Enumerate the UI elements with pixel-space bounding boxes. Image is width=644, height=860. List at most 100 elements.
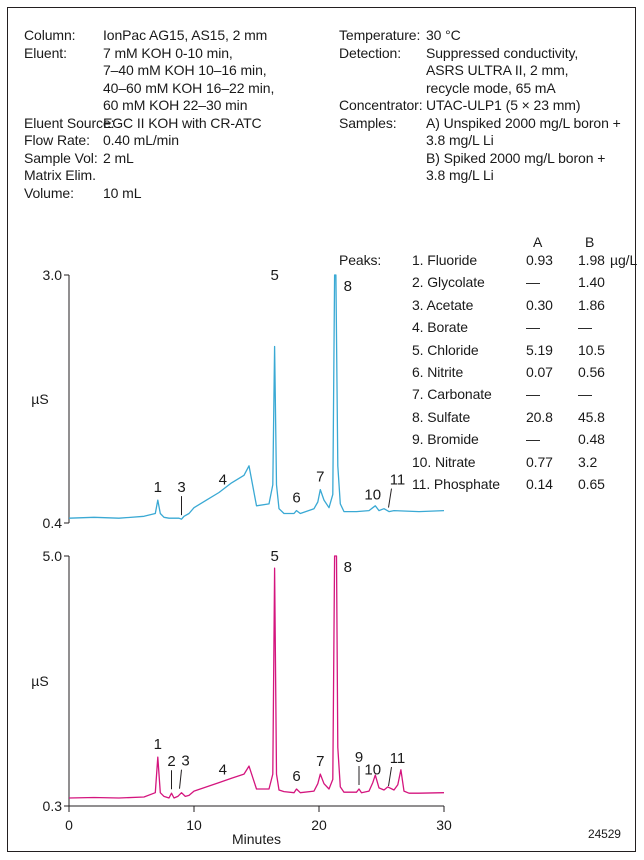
peak-row-name-10: 10. Nitrate bbox=[412, 453, 476, 470]
panel-b-y-axis-label: µS bbox=[31, 673, 48, 689]
peak-row-name-5: 5. Chloride bbox=[412, 341, 479, 358]
panel-b-x-axis-label: Minutes bbox=[232, 831, 281, 847]
right-condition-value-2-0: UTAC-ULP1 (5 × 23 mm) bbox=[426, 97, 581, 113]
left-condition-label-6: Volume: bbox=[24, 184, 74, 201]
panel-b-peak-leader-11 bbox=[388, 766, 392, 787]
right-condition-value-1-2: recycle mode, 65 mA bbox=[426, 79, 556, 96]
figure-id: 24529 bbox=[588, 827, 621, 841]
panel-b-peak-label-5: 5 bbox=[270, 548, 278, 565]
peak-row-name-6: 6. Nitrite bbox=[412, 364, 464, 380]
left-condition-value-1-1: 7–40 mM KOH 10–16 min, bbox=[103, 62, 267, 78]
peak-row-a-2: — bbox=[526, 274, 540, 291]
peak-unit: µg/L bbox=[610, 252, 638, 268]
peak-row-a-4: — bbox=[526, 319, 540, 336]
peak-row-name-11: 11. Phosphate bbox=[412, 476, 500, 492]
right-condition-label-3: Samples: bbox=[339, 114, 397, 131]
right-condition-value-1-1: ASRS ULTRA II, 2 mm, bbox=[426, 62, 569, 78]
peak-row-a-10: 0.77 bbox=[526, 453, 553, 470]
panel-a-y-tick-label-top: 3.0 bbox=[43, 267, 63, 283]
peak-row-b-8: 45.8 bbox=[578, 408, 605, 425]
right-condition-value-3-2: B) Spiked 2000 mg/L boron + bbox=[426, 149, 606, 166]
left-condition-value-3-0: 0.40 mL/min bbox=[103, 132, 179, 148]
panel-b-x-tick-label-10: 10 bbox=[186, 817, 202, 833]
panel-b-x-tick-label-20: 20 bbox=[311, 817, 327, 833]
peak-row-name-1: 1. Fluoride bbox=[412, 252, 478, 268]
panel-a-peak-label-8: 8 bbox=[344, 278, 352, 295]
panel-a-peak-label-4: 4 bbox=[219, 471, 227, 488]
right-condition-value-1-0: Suppressed conductivity, bbox=[426, 44, 579, 61]
peak-row-a-11: 0.14 bbox=[526, 476, 553, 492]
panel-b-trace bbox=[68, 555, 445, 799]
peak-row-b-11: 0.65 bbox=[578, 476, 605, 492]
left-condition-value-1-2: 40–60 mM KOH 16–22 min, bbox=[103, 79, 275, 96]
panel-b-peak-label-9: 9 bbox=[355, 749, 363, 766]
panel-a-peak-leader-11 bbox=[388, 488, 392, 508]
peak-row-b-9: 0.48 bbox=[578, 431, 605, 448]
left-condition-label-0: Column: bbox=[24, 27, 76, 43]
peak-row-name-2: 2. Glycolate bbox=[412, 274, 485, 291]
peak-row-a-3: 0.30 bbox=[526, 296, 553, 313]
panel-b-y-tick-label-top: 5.0 bbox=[43, 548, 63, 564]
panel-a-peak-label-5: 5 bbox=[270, 267, 278, 284]
panel-b-peak-label-11: 11 bbox=[390, 750, 406, 767]
peak-row-b-6: 0.56 bbox=[578, 364, 605, 380]
panel-b-peak-label-6: 6 bbox=[292, 768, 300, 785]
peak-row-b-3: 1.86 bbox=[578, 296, 605, 313]
panel-b-peak-label-8: 8 bbox=[344, 559, 352, 576]
left-condition-value-6-0: 10 mL bbox=[103, 184, 142, 201]
panel-b-y-tick-label-bottom: 0.3 bbox=[43, 798, 63, 814]
peak-row-a-9: — bbox=[526, 431, 540, 448]
peak-row-b-1: 1.98 bbox=[578, 252, 605, 268]
right-condition-label-1: Detection: bbox=[339, 44, 402, 61]
peak-row-b-5: 10.5 bbox=[578, 341, 605, 358]
right-condition-value-3-0: A) Unspiked 2000 mg/L boron + bbox=[426, 114, 621, 131]
panel-a-peak-label-6: 6 bbox=[292, 490, 300, 507]
right-condition-value-0-0: 30 °C bbox=[426, 27, 461, 43]
panel-a-peak-label-11: 11 bbox=[390, 472, 406, 489]
peak-row-a-5: 5.19 bbox=[526, 341, 553, 358]
panel-b-peak-label-1: 1 bbox=[154, 736, 162, 753]
left-condition-value-0-0: IonPac AG15, AS15, 2 mm bbox=[103, 27, 268, 43]
panel-a-peak-label-10: 10 bbox=[364, 487, 381, 504]
panel-a-trace bbox=[68, 274, 445, 520]
peak-row-a-7: — bbox=[526, 386, 540, 403]
left-condition-label-2: Eluent Source: bbox=[24, 114, 115, 131]
left-condition-label-5: Matrix Elim. bbox=[24, 167, 96, 183]
figure-frame bbox=[7, 7, 636, 852]
peak-row-b-7: — bbox=[578, 386, 592, 403]
peak-row-name-7: 7. Carbonate bbox=[412, 386, 492, 403]
panel-b-peak-label-10: 10 bbox=[364, 762, 381, 779]
left-condition-label-3: Flow Rate: bbox=[24, 132, 90, 148]
panel-b-peak-label-4: 4 bbox=[219, 762, 227, 779]
left-condition-value-1-0: 7 mM KOH 0-10 min, bbox=[103, 44, 233, 61]
right-condition-value-3-1: 3.8 mg/L Li bbox=[426, 132, 494, 148]
peak-row-name-9: 9. Bromide bbox=[412, 431, 479, 448]
right-condition-label-2: Concentrator: bbox=[339, 97, 423, 113]
left-condition-label-4: Sample Vol: bbox=[24, 149, 98, 166]
peak-row-a-1: 0.93 bbox=[526, 252, 553, 268]
panel-b-peak-label-3: 3 bbox=[181, 753, 189, 770]
panel-b-peak-leader-3 bbox=[179, 769, 182, 789]
left-condition-label-1: Eluent: bbox=[24, 44, 67, 61]
peak-row-name-4: 4. Borate bbox=[412, 319, 468, 336]
panel-a-peak-label-7: 7 bbox=[316, 469, 324, 486]
left-condition-value-1-3: 60 mM KOH 22–30 min bbox=[103, 97, 248, 113]
panel-b-x-tick-label-0: 0 bbox=[65, 817, 73, 833]
peaks-label: Peaks: bbox=[339, 252, 382, 268]
peak-row-name-8: 8. Sulfate bbox=[412, 408, 471, 425]
peak-col-b-header: B bbox=[585, 234, 595, 250]
panel-b-x-tick-label-30: 30 bbox=[436, 817, 452, 833]
panel-b-peak-label-7: 7 bbox=[316, 753, 324, 770]
left-condition-value-2-0: EGC II KOH with CR-ATC bbox=[103, 114, 262, 131]
peak-row-name-3: 3. Acetate bbox=[412, 296, 474, 313]
peak-row-a-6: 0.07 bbox=[526, 364, 553, 380]
right-condition-value-3-3: 3.8 mg/L Li bbox=[426, 167, 494, 183]
panel-a-peak-label-1: 1 bbox=[154, 479, 162, 496]
left-condition-value-4-0: 2 mL bbox=[103, 149, 134, 166]
panel-b-peak-label-2: 2 bbox=[167, 753, 175, 770]
peak-row-a-8: 20.8 bbox=[526, 408, 553, 425]
panel-a-y-axis-label: µS bbox=[31, 391, 48, 407]
peak-row-b-2: 1.40 bbox=[578, 274, 605, 291]
peak-row-b-10: 3.2 bbox=[578, 453, 598, 470]
